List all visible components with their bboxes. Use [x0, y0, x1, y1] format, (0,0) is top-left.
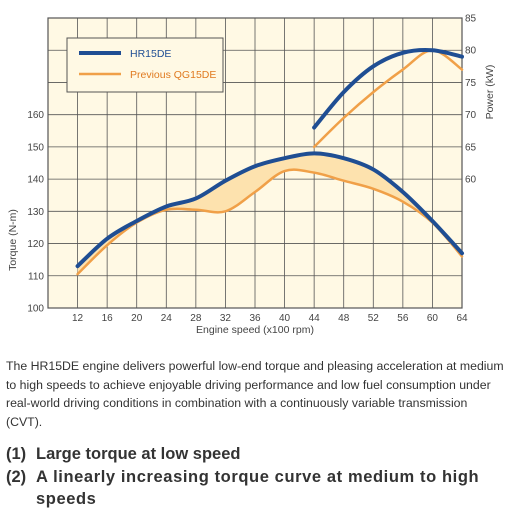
right-tick-60: 60	[465, 175, 477, 186]
right-tick-75: 75	[465, 78, 477, 89]
x-tick-28: 28	[190, 313, 202, 324]
x-tick-44: 44	[309, 313, 321, 324]
left-tick-130: 130	[27, 207, 44, 218]
torque-difference-fill	[77, 153, 463, 275]
power-line-hr15de	[312, 47, 464, 130]
x-tick-56: 56	[397, 313, 409, 324]
torque-power-chart: 100 110 120 130 140 150 160 60 65 70 75 80 85 12 16 2…	[7, 14, 496, 337]
x-tick-48: 48	[338, 313, 350, 324]
x-tick-24: 24	[161, 313, 173, 324]
left-tick-100: 100	[27, 304, 44, 315]
x-tick-16: 16	[102, 313, 114, 324]
right-tick-65: 65	[465, 142, 477, 153]
x-tick-12: 12	[72, 313, 84, 324]
x-tick-60: 60	[427, 313, 439, 324]
x-axis-label: Engine speed (x100 rpm)	[196, 324, 314, 336]
legend-label-qg15de: Previous QG15DE	[130, 69, 216, 81]
x-tick-40: 40	[279, 313, 291, 324]
x-tick-36: 36	[249, 313, 261, 324]
left-tick-160: 160	[27, 110, 44, 121]
legend-box	[66, 37, 224, 93]
point-1-text: Large torque at low speed	[36, 445, 241, 463]
point-1-number: (1)	[6, 445, 27, 463]
point-2-number: (2)	[6, 468, 27, 486]
point-1: (1) Large torque at low speed	[6, 443, 506, 465]
x-tick-32: 32	[220, 313, 232, 324]
legend: HR15DE Previous QG15DE	[66, 37, 224, 93]
y-axis-label-torque: Torque (N-m)	[7, 209, 19, 271]
right-tick-85: 85	[465, 14, 477, 25]
left-tick-120: 120	[27, 239, 44, 250]
torque-line-hr15de	[75, 151, 464, 269]
y-axis-label-power: Power (kW)	[484, 65, 496, 120]
point-2-text: A linearly increasing torque curve at me…	[36, 468, 480, 508]
data-lines	[75, 47, 464, 276]
x-axis-ticks: 12 16 20 24 28 32 36 40 44 48 52 56 60 64	[72, 313, 468, 324]
point-2: (2) A linearly increasing torque curve at…	[6, 466, 506, 510]
x-tick-64: 64	[456, 313, 468, 324]
right-axis-ticks: 60 65 70 75 80 85	[465, 14, 477, 186]
description-paragraph: The HR15DE engine delivers powerful low-…	[6, 359, 504, 429]
legend-label-hr15de: HR15DE	[130, 48, 171, 60]
left-tick-150: 150	[27, 142, 44, 153]
x-tick-52: 52	[368, 313, 380, 324]
right-tick-80: 80	[465, 46, 477, 57]
right-tick-70: 70	[465, 110, 477, 121]
left-tick-110: 110	[28, 271, 44, 282]
x-tick-20: 20	[131, 313, 143, 324]
left-tick-140: 140	[27, 175, 44, 186]
left-axis-ticks: 100 110 120 130 140 150 160	[27, 110, 44, 314]
